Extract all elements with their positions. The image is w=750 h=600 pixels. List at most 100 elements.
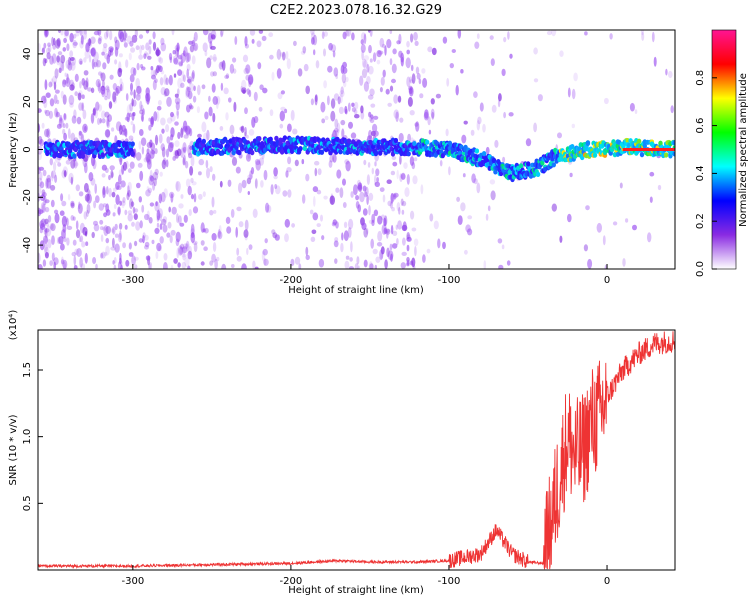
- heatmap-speckle: [38, 152, 42, 161]
- heatmap-speckle: [212, 96, 219, 105]
- heatmap-speckle: [248, 81, 252, 88]
- heatmap-speckle: [140, 104, 144, 112]
- heatmap-speckle: [156, 209, 161, 221]
- heatmap-signal-cell: [302, 145, 307, 151]
- heatmap-speckle: [360, 32, 366, 41]
- heatmap-speckle: [84, 182, 89, 193]
- heatmap-speckle: [335, 130, 339, 138]
- heatmap-speckle: [349, 257, 353, 262]
- heatmap-speckle: [109, 30, 113, 41]
- heatmap-speckle: [43, 95, 47, 101]
- heatmap-signal-cell: [80, 153, 86, 159]
- heatmap-speckle: [411, 227, 417, 232]
- heatmap-speckle: [84, 252, 88, 264]
- heatmap-speckle: [190, 232, 195, 239]
- heatmap-speckle: [172, 50, 177, 55]
- heatmap-speckle: [60, 259, 65, 265]
- heatmap-speckle: [79, 30, 83, 36]
- heatmap-speckle: [225, 216, 231, 224]
- heatmap-speckle: [145, 255, 151, 261]
- heatmap-speckle: [136, 62, 140, 71]
- heatmap-speckle: [191, 72, 195, 82]
- heatmap-speckle: [198, 158, 205, 166]
- heatmap-speckle: [140, 137, 147, 146]
- heatmap-speckle: [533, 47, 538, 55]
- heatmap-speckle: [153, 111, 158, 122]
- heatmap-speckle: [120, 81, 124, 92]
- heatmap-speckle: [609, 33, 613, 40]
- heatmap-speckle: [69, 84, 75, 91]
- heatmap-speckle: [342, 31, 347, 40]
- heatmap-speckle: [343, 221, 348, 228]
- heatmap-speckle: [345, 30, 352, 37]
- heatmap-speckle: [343, 80, 347, 88]
- heatmap-speckle: [90, 47, 96, 57]
- heatmap-speckle: [268, 32, 274, 38]
- heatmap-speckle: [99, 118, 102, 124]
- heatmap-speckle: [112, 212, 116, 217]
- heatmap-speckle: [211, 253, 217, 263]
- heatmap-speckle: [280, 90, 285, 95]
- heatmap-speckle: [368, 261, 373, 269]
- heatmap-speckle: [139, 44, 143, 55]
- heatmap-speckle: [150, 69, 156, 77]
- heatmap-speckle: [102, 226, 106, 231]
- snr-x-label: Height of straight line (km): [288, 585, 424, 596]
- heatmap-speckle: [119, 200, 122, 206]
- heatmap-speckle: [629, 102, 635, 112]
- heatmap-speckle: [118, 232, 122, 243]
- heatmap-speckle: [166, 96, 172, 107]
- heatmap-speckle: [665, 68, 668, 76]
- heatmap-speckle: [74, 91, 78, 97]
- heatmap-speckle: [375, 168, 380, 177]
- heatmap-speckle: [38, 123, 41, 133]
- heatmap-speckle: [208, 95, 211, 102]
- heatmap-speckle: [160, 37, 165, 46]
- heatmap-speckle: [112, 260, 115, 265]
- heatmap-speckle: [366, 174, 370, 186]
- heatmap-speckle: [247, 152, 251, 159]
- heatmap-speckle: [386, 38, 392, 49]
- heatmap-speckle: [340, 119, 346, 126]
- heatmap-speckle: [192, 95, 197, 103]
- heatmap-speckle: [138, 54, 144, 60]
- heatmap-speckle: [115, 85, 121, 94]
- heatmap-speckle: [198, 171, 202, 176]
- heatmap-speckle: [38, 108, 42, 113]
- heatmap-speckle: [370, 238, 375, 249]
- heatmap-speckle: [75, 229, 81, 239]
- heatmap-speckle: [248, 129, 255, 136]
- heatmap-speckle: [334, 237, 339, 243]
- heatmap-speckle: [78, 102, 84, 111]
- heatmap-speckle: [619, 182, 623, 189]
- heatmap-speckle: [75, 220, 79, 230]
- heatmap-speckle: [111, 172, 114, 178]
- heatmap-speckle: [327, 95, 330, 106]
- heatmap-speckle: [389, 58, 393, 66]
- heatmap-signal-cell: [412, 141, 417, 147]
- heatmap-speckle: [63, 113, 66, 120]
- heatmap-speckle: [85, 241, 89, 246]
- heatmap-speckle: [557, 132, 562, 139]
- heatmap-speckle: [148, 124, 152, 131]
- heatmap-speckle: [63, 37, 67, 44]
- heatmap-speckle: [407, 133, 411, 142]
- heatmap-speckle: [275, 185, 281, 195]
- heatmap-speckle: [81, 241, 86, 248]
- heatmap-speckle: [340, 92, 343, 104]
- heatmap-speckle: [405, 57, 411, 69]
- heatmap-speckle: [220, 82, 224, 91]
- heatmap-speckle: [360, 105, 364, 114]
- heatmap-speckle: [230, 208, 235, 218]
- heatmap-speckle: [61, 215, 67, 227]
- heatmap-speckle: [233, 101, 237, 112]
- heatmap-signal-cell: [507, 169, 512, 175]
- heatmap-speckle: [154, 227, 160, 234]
- heatmap-speckle: [256, 40, 262, 48]
- heatmap-speckle: [369, 30, 373, 37]
- heatmap-speckle: [406, 49, 411, 55]
- heatmap-speckle: [183, 214, 188, 223]
- heatmap-speckle: [197, 84, 201, 96]
- heatmap-speckle: [103, 42, 108, 49]
- heatmap-speckle: [354, 101, 359, 110]
